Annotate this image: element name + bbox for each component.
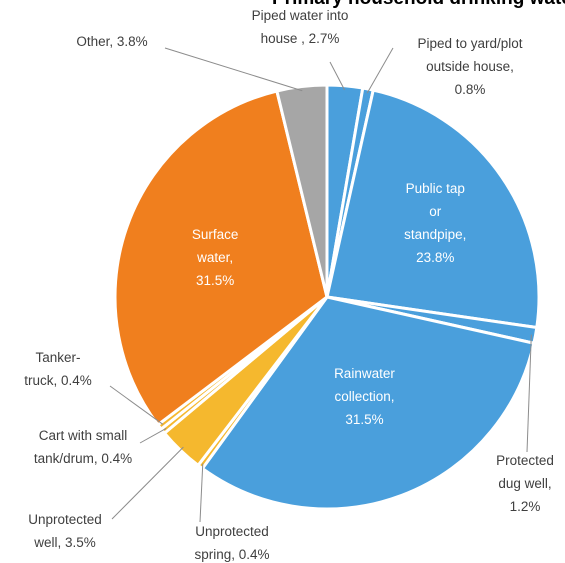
leader-line-piped-water-into-house xyxy=(329,61,346,91)
slice-label-line: 31.5% xyxy=(345,412,383,427)
slice-label-line: Public tap xyxy=(406,181,465,196)
slice-label-line: 1.2% xyxy=(510,499,541,514)
slice-label-line: Piped water into xyxy=(252,8,349,23)
chart-title: Primary household drinking water sources xyxy=(272,0,565,9)
leader-line-unprotected-spring xyxy=(199,463,204,523)
slice-label-line: tank/drum, 0.4% xyxy=(34,451,132,466)
leader-lines xyxy=(109,47,532,523)
slice-label-line: collection, xyxy=(334,389,394,404)
slice-label-cart-with-small-tank-drum: Cart with small tank/drum, 0.4% xyxy=(34,428,132,466)
slice-label-line: house , 2.7% xyxy=(261,31,340,46)
leader-line-unprotected-well xyxy=(111,446,184,520)
slice-label-line: standpipe, xyxy=(404,227,466,242)
slice-label-unprotected-spring: Unprotected spring, 0.4% xyxy=(194,524,269,562)
slice-label-line: well, 3.5% xyxy=(33,535,96,550)
slice-label-piped-to-yard-plot-outside-house: Piped to yard/plot outside house, 0.8% xyxy=(417,36,522,97)
slice-label-line: 23.8% xyxy=(416,250,454,265)
slice-label-other: Other, 3.8% xyxy=(76,34,147,49)
slice-label-line: Unprotected xyxy=(195,524,269,539)
slice-label-line: truck, 0.4% xyxy=(24,373,92,388)
slice-label-line: Piped to yard/plot xyxy=(417,36,522,51)
slice-label-line: outside house, xyxy=(426,59,514,74)
slice-label-line: water, xyxy=(196,250,233,265)
slice-label-line: Cart with small xyxy=(39,428,128,443)
slice-label-tanker-truck: Tanker-truck, 0.4% xyxy=(24,350,92,388)
slice-rainwater-collection xyxy=(200,295,536,511)
leader-line-piped-to-yard-plot-outside-house xyxy=(366,47,394,94)
leader-line-other xyxy=(164,47,303,92)
slice-label-line: Tanker- xyxy=(35,350,80,365)
slice-label-line: 31.5% xyxy=(196,273,234,288)
slice-label-piped-water-into-house: Piped water into house , 2.7% xyxy=(252,8,349,46)
pie-slices xyxy=(113,83,541,511)
slice-label-rainwater-collection: Rainwater collection, 31.5% xyxy=(334,366,395,427)
leader-line-protected-dug-well xyxy=(526,334,532,453)
slice-label-line: Surface xyxy=(192,227,239,242)
slice-label-surface-water: Surface water, 31.5% xyxy=(192,227,239,288)
slice-label-line: dug well, xyxy=(498,476,551,491)
slice-other xyxy=(275,83,329,299)
slice-label-line: Other, 3.8% xyxy=(76,34,147,49)
leader-line-tanker-truck xyxy=(109,385,164,425)
slice-labels: Piped water into house , 2.7% Piped to yar… xyxy=(24,8,554,562)
slice-label-line: Protected xyxy=(496,453,554,468)
leader-line-cart-with-small-tank-drum xyxy=(139,427,167,444)
slice-label-line: Rainwater xyxy=(334,366,395,381)
slice-label-line: Unprotected xyxy=(28,512,102,527)
slice-label-protected-dug-well: Protected dug well, 1.2% xyxy=(496,453,554,514)
slice-public-tap-or-standpipe xyxy=(325,88,541,330)
slice-surface-water xyxy=(113,89,329,427)
slice-label-unprotected-well: Unprotected well, 3.5% xyxy=(28,512,102,550)
slice-label-line: 0.8% xyxy=(455,82,486,97)
slice-label-public-tap-or-standpipe: Public tap or standpipe, 23.8% xyxy=(404,181,466,265)
slice-label-line: spring, 0.4% xyxy=(194,547,269,562)
slice-label-line: or xyxy=(429,204,442,219)
